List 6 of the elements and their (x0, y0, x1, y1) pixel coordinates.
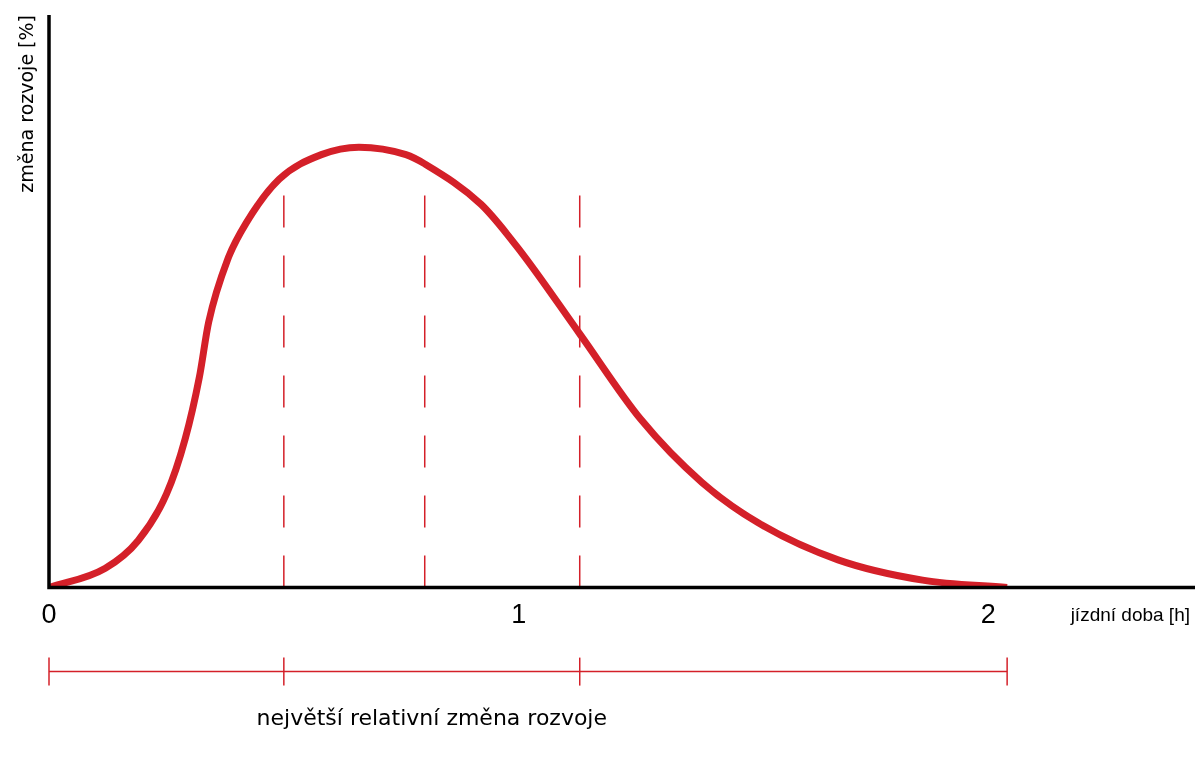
x-tick-label: 0 (41, 599, 57, 630)
text: největší relativní změna rozvoje (256, 705, 608, 731)
x-tick-label: 2 (980, 599, 996, 630)
x-tick-label: 1 (511, 599, 527, 630)
y-axis-title: změna rozvoje [%] (14, 15, 37, 193)
x-axis-title: jízdní doba [h] (1069, 603, 1190, 625)
